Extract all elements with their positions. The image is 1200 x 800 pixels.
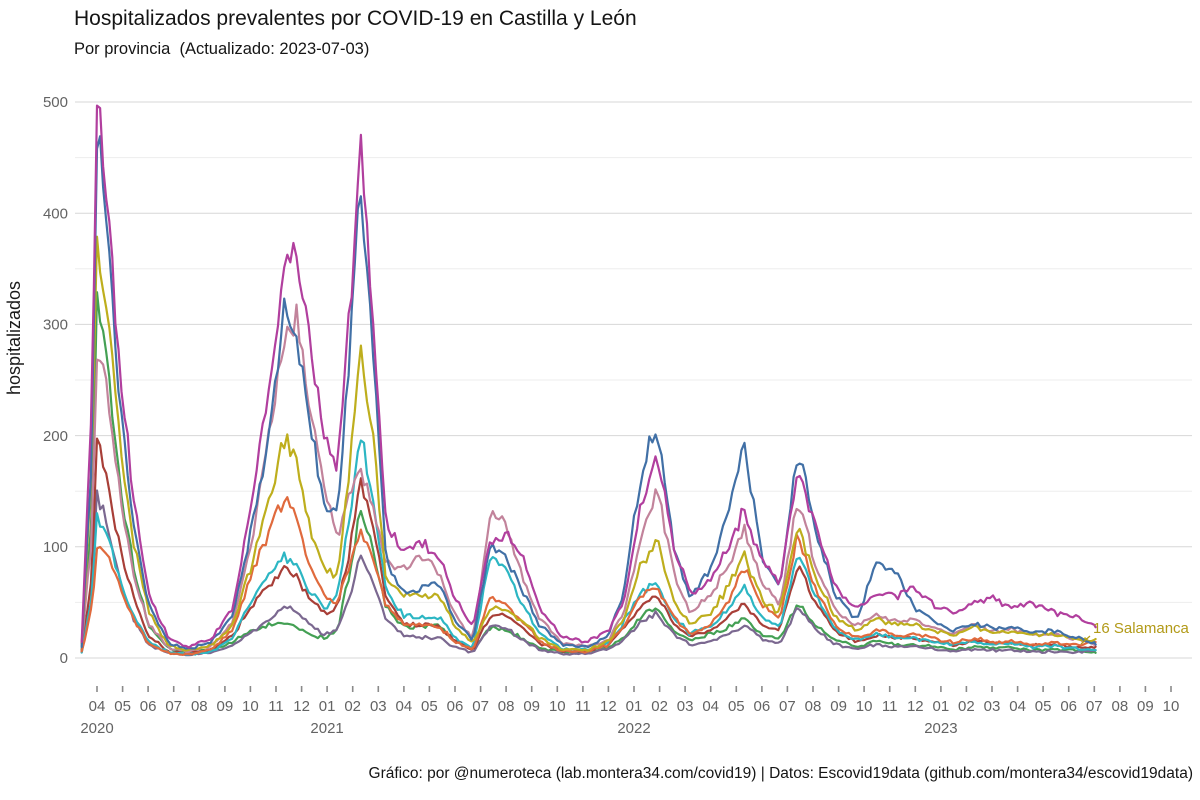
y-tick-label: 500	[43, 94, 68, 111]
x-month-label: 01	[319, 698, 336, 715]
x-year-label: 2022	[617, 720, 650, 737]
x-month-label: 06	[447, 698, 464, 715]
x-month-label: 08	[498, 698, 515, 715]
x-month-label: 05	[1035, 698, 1052, 715]
x-month-label: 02	[651, 698, 668, 715]
x-month-label: 09	[830, 698, 847, 715]
x-month-label: 12	[293, 698, 310, 715]
x-month-label: 01	[626, 698, 643, 715]
x-month-label: 01	[933, 698, 950, 715]
x-month-label: 10	[242, 698, 259, 715]
credits: Gráfico: por @numeroteca (lab.montera34.…	[368, 765, 1193, 782]
line-salamanca	[80, 235, 1097, 652]
y-tick-label: 400	[43, 205, 68, 222]
series-lines	[80, 104, 1097, 657]
x-month-label: 05	[728, 698, 745, 715]
x-month-label: 05	[421, 698, 438, 715]
y-tick-label: 100	[43, 539, 68, 556]
series-end-annotation: 16 Salamanca	[1080, 620, 1190, 645]
x-month-label: 12	[907, 698, 924, 715]
x-year-label: 2023	[924, 720, 957, 737]
chart-title: Hospitalizados prevalentes por COVID-19 …	[74, 7, 637, 30]
chart-subtitle: Por provincia (Actualizado: 2023-07-03)	[74, 40, 370, 58]
x-month-label: 11	[268, 698, 284, 715]
x-month-label: 07	[1086, 698, 1103, 715]
y-axis-tick-labels: 0 100 200 300 400 500	[43, 94, 68, 667]
x-month-label: 10	[856, 698, 873, 715]
x-month-label: 09	[1137, 698, 1154, 715]
x-month-label: 10	[549, 698, 566, 715]
y-axis-title: hospitalizados	[4, 281, 24, 395]
x-month-label: 07	[472, 698, 489, 715]
y-tick-label: 300	[43, 317, 68, 334]
x-month-label: 08	[805, 698, 822, 715]
annotation-connector-line	[1080, 635, 1091, 645]
annotation-label: 16 Salamanca	[1093, 620, 1190, 637]
x-month-label: 09	[217, 698, 234, 715]
x-month-label: 06	[140, 698, 157, 715]
x-month-label: 08	[1112, 698, 1129, 715]
x-month-label: 04	[89, 698, 106, 715]
x-month-label: 03	[370, 698, 387, 715]
x-month-label: 02	[344, 698, 361, 715]
x-month-label: 07	[779, 698, 796, 715]
line-provincia-magenta-	[80, 104, 1097, 649]
y-tick-label: 200	[43, 428, 68, 445]
x-month-label: 07	[165, 698, 182, 715]
line-provincia-naranja-	[80, 496, 1097, 656]
x-month-label: 11	[575, 698, 591, 715]
x-month-label: 03	[677, 698, 694, 715]
x-month-label: 04	[396, 698, 413, 715]
y-tick-label: 0	[60, 650, 68, 667]
x-month-label: 05	[114, 698, 131, 715]
line-provincia-azul-	[80, 135, 1097, 650]
x-month-label: 06	[754, 698, 771, 715]
x-month-label: 04	[702, 698, 719, 715]
x-month-label: 06	[1060, 698, 1077, 715]
x-month-label: 04	[1009, 698, 1026, 715]
x-month-label: 08	[191, 698, 208, 715]
x-month-label: 11	[882, 698, 898, 715]
x-month-label: 12	[600, 698, 617, 715]
x-month-label: 03	[984, 698, 1001, 715]
gridlines	[75, 101, 1192, 659]
x-month-label: 10	[1163, 698, 1180, 715]
x-year-label: 2021	[310, 720, 343, 737]
x-month-label: 09	[523, 698, 540, 715]
x-year-label: 2020	[80, 720, 113, 737]
x-month-label: 02	[958, 698, 975, 715]
line-provincia-morado-gris-	[80, 489, 1097, 657]
